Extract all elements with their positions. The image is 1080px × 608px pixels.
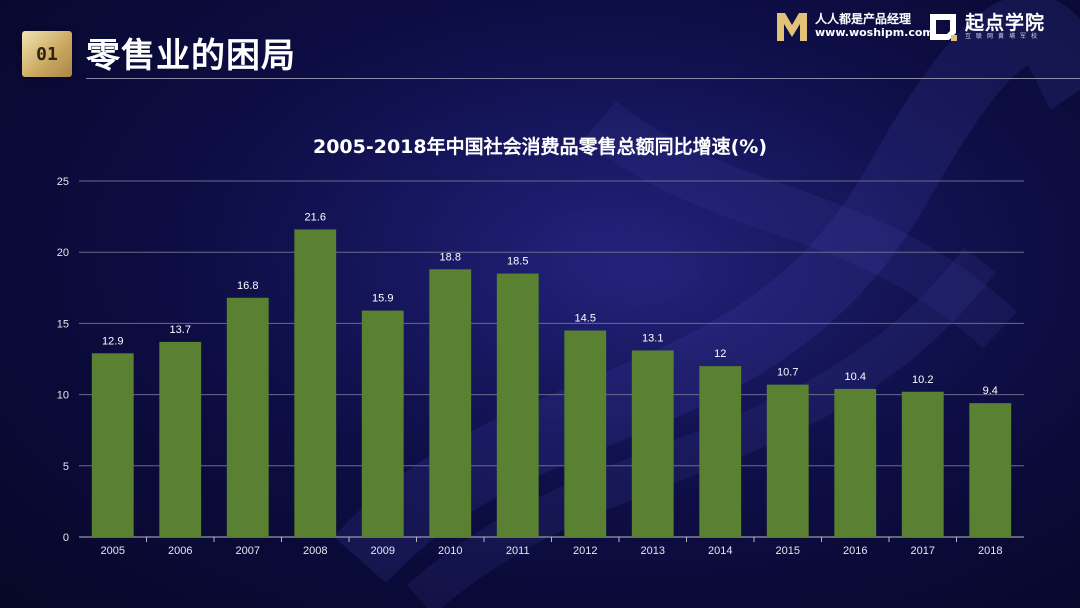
bars: [91, 229, 1012, 537]
page-title: 零售业的困局: [86, 36, 296, 76]
data-labels: 12.9 13.7 16.8 21.6 15.9 18.8 18.5 14.5 13.1 12 10…: [102, 211, 998, 397]
x-tick-label: 2010: [438, 545, 462, 557]
bar: [766, 384, 809, 537]
x-tick-label: 2014: [708, 545, 732, 557]
data-label: 15.9: [372, 293, 393, 305]
x-tick-label: 2011: [506, 545, 530, 557]
grid-lines: [79, 180, 1024, 542]
x-tick-label: 2006: [168, 545, 192, 557]
y-axis-ticks: 0 5 10 15 20 25: [57, 176, 69, 544]
m-logo-icon: [777, 13, 807, 41]
woshipm-brand-name: 人人都是产品经理: [815, 12, 912, 27]
x-tick-label: 2012: [573, 545, 597, 557]
data-label: 10.2: [912, 374, 933, 386]
bar: [834, 388, 877, 537]
bar: [631, 350, 674, 537]
data-label: 21.6: [305, 211, 326, 223]
data-label: 18.5: [507, 256, 528, 268]
woshipm-brand: 人人都是产品经理 www.woshipm.com: [775, 9, 934, 43]
x-tick-label: 2016: [843, 545, 867, 557]
data-label: 18.8: [440, 251, 461, 263]
x-tick-label: 2007: [236, 545, 260, 557]
x-axis-ticks: 2005 2006 2007 2008 2009 2010 2011 2012 2013 2014…: [101, 545, 1003, 557]
qidian-logo-icon: [930, 14, 957, 41]
bar: [361, 310, 404, 537]
title-divider: [86, 78, 1080, 79]
x-tick-label: 2008: [303, 545, 327, 557]
x-tick-label: 2018: [978, 545, 1002, 557]
data-label: 14.5: [575, 313, 596, 325]
bar: [496, 273, 539, 537]
y-tick-label: 20: [57, 247, 69, 259]
y-tick-label: 15: [57, 318, 69, 330]
x-tick-label: 2005: [101, 545, 125, 557]
y-tick-label: 10: [57, 390, 69, 402]
bar: [699, 366, 742, 537]
data-label: 12: [714, 348, 726, 360]
y-tick-label: 25: [57, 176, 69, 188]
data-label: 16.8: [237, 280, 258, 292]
data-label: 13.7: [170, 324, 191, 336]
y-tick-label: 0: [63, 532, 69, 544]
data-label: 12.9: [102, 335, 123, 347]
bar: [294, 229, 337, 537]
bar: [159, 341, 202, 537]
data-label: 9.4: [983, 385, 998, 397]
bar: [226, 297, 269, 537]
woshipm-brand-url: www.woshipm.com: [815, 25, 934, 39]
bar: [429, 269, 472, 537]
x-tick-label: 2013: [641, 545, 665, 557]
x-tick-label: 2009: [371, 545, 395, 557]
chart-title: 2005-2018年中国社会消费品零售总额同比增速(%): [312, 136, 768, 158]
data-label: 10.4: [845, 371, 866, 383]
bar: [564, 330, 607, 537]
bar: [91, 353, 134, 537]
data-label: 13.1: [642, 332, 663, 344]
qidian-brand-name: 起点学院: [965, 11, 1046, 34]
y-tick-label: 5: [63, 461, 69, 473]
section-number-badge: 01: [22, 31, 72, 77]
qidian-brand: 起点学院 互联网黄埔军校: [927, 11, 1045, 43]
data-label: 10.7: [777, 367, 798, 379]
qidian-brand-slogan: 互联网黄埔军校: [965, 32, 1043, 40]
bar: [969, 403, 1012, 537]
x-tick-label: 2015: [776, 545, 800, 557]
x-tick-label: 2017: [911, 545, 935, 557]
bar: [901, 391, 944, 537]
